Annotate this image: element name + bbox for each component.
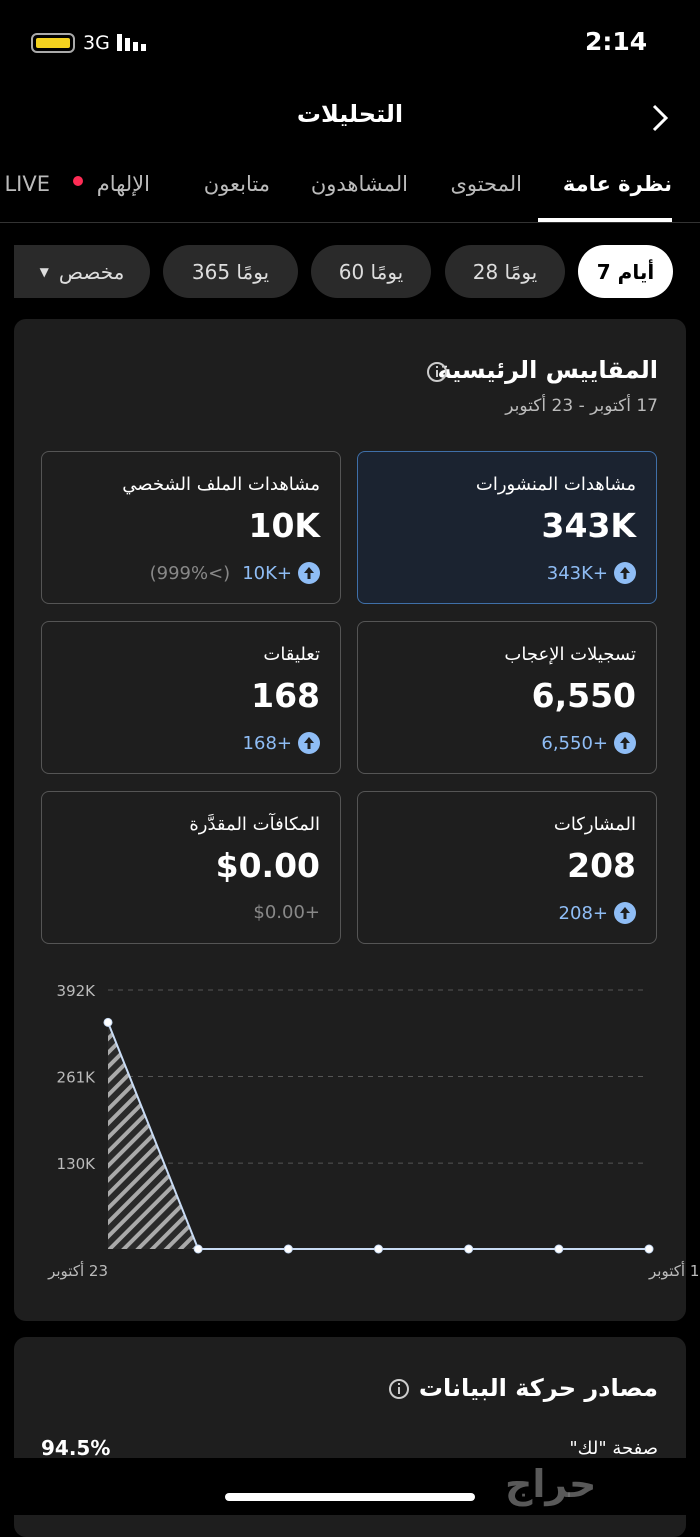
metric-label: مشاهدات المنشورات — [475, 474, 636, 495]
metric-label: المشاركات — [553, 814, 636, 835]
tab-divider — [0, 222, 700, 223]
metric-label: المكافآت المقدَّرة — [189, 814, 320, 835]
info-icon[interactable] — [426, 361, 448, 383]
metric-tile[interactable]: تسجيلات الإعجاب 6,550 6,550+ — [357, 621, 657, 774]
metric-change: 343K+ — [547, 562, 636, 584]
x-tick-label: 23 أكتوبر — [47, 1261, 108, 1280]
traffic-title: مصادر حركة البيانات — [418, 1374, 658, 1402]
up-arrow-icon — [614, 732, 636, 754]
page-title: التحليلات — [296, 100, 404, 128]
point — [283, 1244, 293, 1254]
point — [464, 1244, 474, 1254]
tab[interactable]: المحتوى — [450, 172, 522, 196]
range-button[interactable]: 365 يومًا — [163, 245, 298, 298]
metric-tile[interactable]: مشاهدات الملف الشخصي 10K (999%<) 10K+ — [41, 451, 341, 604]
tab[interactable]: متابعون — [203, 172, 270, 196]
metric-value: $0.00 — [215, 846, 320, 885]
change-text: 208+ — [558, 902, 608, 924]
tab[interactable]: LIVE — [4, 172, 50, 196]
metric-change: 208+ — [559, 902, 636, 924]
range-button[interactable]: 7 أيام — [578, 245, 673, 298]
range-label: 28 يومًا — [472, 259, 538, 284]
metric-label: تسجيلات الإعجاب — [504, 644, 636, 665]
range-button[interactable]: ▼ مخصص — [14, 245, 150, 298]
bottom-bar — [0, 1458, 700, 1515]
metrics-title: المقاييس الرئيسية — [437, 356, 658, 384]
metric-tile[interactable]: المشاركات 208 208+ — [357, 791, 657, 944]
range-label: 7 أيام — [596, 259, 655, 284]
metric-tile[interactable]: مشاهدات المنشورات 343K 343K+ — [357, 451, 657, 604]
metric-value: 6,550 — [531, 676, 636, 715]
traffic-source-label: صفحة "لك" — [569, 1438, 658, 1459]
metric-tile[interactable]: تعليقات 168 168+ — [41, 621, 341, 774]
metric-change: 6,550+ — [541, 732, 636, 754]
traffic-source-value: 94.5% — [41, 1436, 111, 1460]
info-icon[interactable] — [388, 1378, 410, 1400]
point — [193, 1244, 203, 1254]
point — [554, 1244, 564, 1254]
metric-label: مشاهدات الملف الشخصي — [122, 474, 320, 495]
metric-value: 343K — [541, 506, 636, 545]
change-text: $0.00+ — [253, 902, 320, 923]
clock: 2:14 — [585, 27, 648, 56]
signal-icon — [117, 34, 146, 51]
tab[interactable]: الإلهام — [96, 172, 150, 196]
metric-value: 168 — [251, 676, 320, 715]
change-text: 343K+ — [546, 562, 608, 584]
metric-change: (999%<) 10K+ — [150, 562, 320, 584]
watermark: حراج — [505, 1462, 597, 1506]
chart: 392K 261K 130K 23 أكتوبر 17 أكتوبر — [47, 982, 700, 1280]
change-text: 6,550+ — [541, 732, 608, 754]
tab[interactable]: المشاهدون — [310, 172, 408, 196]
back-button[interactable] — [648, 102, 672, 134]
dropdown-arrow: ▼ — [39, 264, 49, 279]
metric-value: 208 — [567, 846, 636, 885]
range-label: 365 يومًا — [191, 259, 270, 284]
range-button[interactable]: 28 يومًا — [445, 245, 565, 298]
up-arrow-icon — [298, 562, 320, 584]
battery-icon — [31, 33, 75, 53]
tab-indicator — [538, 218, 672, 222]
line — [107, 1022, 649, 1250]
tab[interactable]: نظرة عامة — [562, 172, 672, 196]
change-text: 10K+ — [242, 562, 292, 584]
metric-note: (999%<) — [149, 562, 231, 584]
metric-value: 10K — [248, 506, 321, 545]
point — [103, 1017, 113, 1027]
range-label: 60 يومًا — [338, 259, 404, 284]
y-tick-label: 261K — [57, 1069, 97, 1087]
metric-change: $0.00+ — [253, 902, 320, 923]
metric-tile[interactable]: المكافآت المقدَّرة $0.00 $0.00+ — [41, 791, 341, 944]
metric-label: تعليقات — [263, 644, 320, 665]
network: 3G — [83, 32, 110, 54]
up-arrow-icon — [298, 732, 320, 754]
up-arrow-icon — [614, 902, 636, 924]
change-text: 168+ — [242, 732, 292, 754]
point — [644, 1244, 654, 1254]
range-label: مخصص — [58, 259, 125, 284]
y-tick-label: 392K — [57, 982, 97, 1000]
home-indicator — [225, 1493, 475, 1501]
y-tick-label: 130K — [57, 1155, 97, 1173]
point — [374, 1244, 383, 1254]
x-tick-label: 17 أكتوبر — [648, 1261, 700, 1280]
range-button[interactable]: 60 يومًا — [311, 245, 431, 298]
metric-change: 168+ — [243, 732, 320, 754]
metrics-date: 17 أكتوبر - 23 أكتوبر — [505, 396, 658, 416]
notification-dot — [73, 176, 83, 186]
up-arrow-icon — [614, 562, 636, 584]
